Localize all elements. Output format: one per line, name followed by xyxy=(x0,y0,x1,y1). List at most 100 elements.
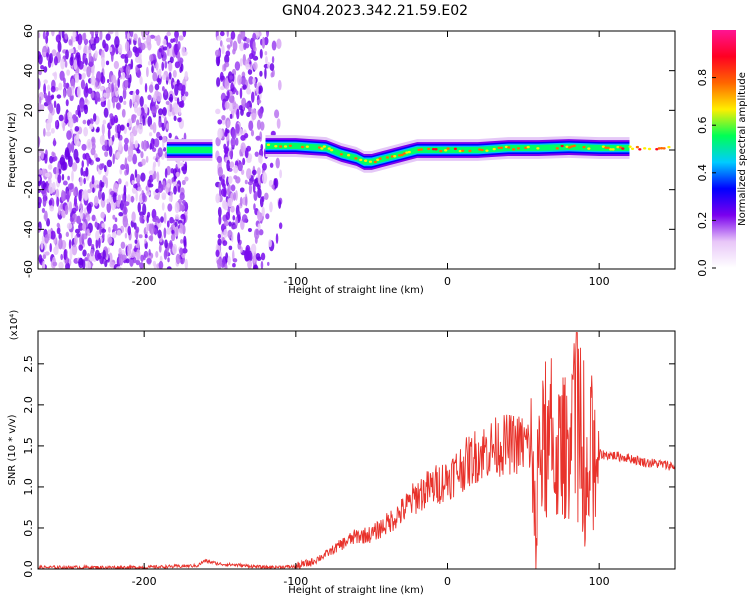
heatmap-noise-cell xyxy=(81,160,84,168)
heatmap-noise-cell xyxy=(107,128,111,140)
heatmap-noise-cell xyxy=(101,192,105,201)
heatmap-noise-cell xyxy=(38,254,43,264)
heatmap-noise-cell xyxy=(39,96,42,105)
colorbar-tick-label: 0.8 xyxy=(696,69,709,87)
heatmap-noise-cell xyxy=(156,91,162,102)
heatmap-noise-cell xyxy=(117,194,122,205)
colorbar-label: Normalized spectral amplitude xyxy=(737,72,748,226)
heatmap-noise-cell xyxy=(161,74,167,81)
heatmap-noise-cell xyxy=(73,189,77,197)
heatmap-noise-cell xyxy=(239,58,243,67)
heatmap-noise-cell xyxy=(270,72,274,78)
heatmap-noise-cell xyxy=(224,78,230,90)
heatmap-signal-peak xyxy=(359,158,363,162)
heatmap-noise-cell xyxy=(137,123,143,135)
heatmap-noise-cell xyxy=(172,92,176,99)
heatmap-noise-cell xyxy=(275,233,279,244)
heatmap-signal-peak xyxy=(397,154,402,157)
heatmap-noise-cell xyxy=(58,114,64,122)
heatmap-signal-peak xyxy=(480,148,484,152)
heatmap-noise-cell xyxy=(148,84,154,93)
heatmap-noise-cell xyxy=(268,239,272,248)
heatmap-noise-cell xyxy=(245,196,248,207)
heatmap-noise-cell xyxy=(42,31,46,40)
heatmap-noise-cell xyxy=(153,228,158,236)
heatmap-noise-cell xyxy=(127,243,132,256)
heatmap-noise-cell xyxy=(86,228,90,236)
heatmap-noise-cell xyxy=(224,131,228,137)
heatmap-noise-cell xyxy=(227,175,233,185)
heatmap-y-tick-label: 60 xyxy=(22,24,35,38)
heatmap-noise-cell xyxy=(130,31,134,38)
heatmap-noise-cell xyxy=(136,107,142,117)
heatmap-noise-cell xyxy=(174,214,180,220)
heatmap-noise-cell xyxy=(184,70,188,80)
heatmap-noise-cell xyxy=(93,113,97,122)
heatmap-noise-cell xyxy=(183,235,187,247)
heatmap-noise-cell xyxy=(256,119,261,130)
heatmap-noise-cell xyxy=(217,206,222,217)
heatmap-noise-cell xyxy=(130,196,135,203)
heatmap-noise-cell xyxy=(155,61,159,71)
heatmap-noise-cell xyxy=(223,143,227,150)
heatmap-noise-cell xyxy=(252,264,259,269)
heatmap-noise-cell xyxy=(112,96,116,109)
heatmap-noise-cell xyxy=(169,93,174,103)
heatmap-noise-cell xyxy=(256,167,261,176)
heatmap-noise-cell xyxy=(177,41,181,50)
heatmap-noise-cell xyxy=(226,159,231,172)
heatmap-noise-cell xyxy=(38,31,41,39)
heatmap-noise-cell xyxy=(227,229,233,239)
heatmap-noise-cell xyxy=(153,262,157,269)
heatmap-noise-cell xyxy=(68,239,72,250)
heatmap-noise-cell xyxy=(129,143,134,151)
heatmap-noise-cell xyxy=(145,31,149,35)
heatmap-noise-cell xyxy=(260,121,265,131)
heatmap-noise-cell xyxy=(118,69,121,79)
heatmap-noise-cell xyxy=(41,51,47,57)
heatmap-noise-cell xyxy=(96,184,100,189)
heatmap-noise-cell xyxy=(61,209,65,218)
heatmap-noise-cell xyxy=(270,130,276,137)
heatmap-signal-peak xyxy=(606,146,610,150)
heatmap-noise-cell xyxy=(70,140,75,153)
heatmap-noise-cell xyxy=(58,238,63,250)
heatmap-noise-cell xyxy=(239,196,243,207)
heatmap-noise-cell xyxy=(56,103,61,115)
heatmap-noise-cell xyxy=(123,202,127,214)
heatmap-noise-cell xyxy=(240,169,245,175)
heatmap-noise-cell xyxy=(73,59,78,71)
heatmap-noise-cell xyxy=(121,254,127,261)
heatmap-noise-cell xyxy=(135,173,141,184)
heatmap-signal-peak xyxy=(427,147,431,151)
heatmap-noise-cell xyxy=(179,162,184,167)
heatmap-signal-peak xyxy=(567,146,572,149)
heatmap-noise-cell xyxy=(49,243,52,253)
heatmap-noise-cell xyxy=(113,114,118,124)
heatmap-noise-cell xyxy=(237,161,243,172)
snr-y-tick-label: 2.5 xyxy=(22,355,35,373)
heatmap-noise-cell xyxy=(125,181,129,187)
heatmap-noise-cell xyxy=(178,198,183,204)
heatmap-noise-cell xyxy=(78,244,84,251)
heatmap-noise-cell xyxy=(225,50,231,57)
heatmap-noise-cell xyxy=(120,241,126,249)
heatmap-noise-cell xyxy=(66,69,71,76)
heatmap-noise-cell xyxy=(244,102,250,109)
heatmap-signal-peak xyxy=(609,148,613,151)
heatmap-noise-cell xyxy=(99,97,105,102)
heatmap-noise-cell xyxy=(240,108,244,116)
heatmap-noise-cell xyxy=(161,184,164,191)
heatmap-noise-cell xyxy=(134,239,138,244)
heatmap-noise-cell xyxy=(148,249,151,257)
heatmap-noise-cell xyxy=(227,184,231,193)
heatmap-signal-peak xyxy=(587,147,591,150)
heatmap-signal-peak xyxy=(446,147,450,150)
heatmap-noise-cell xyxy=(226,120,230,129)
heatmap-noise-cell xyxy=(229,75,233,80)
heatmap-noise-cell xyxy=(238,105,243,111)
heatmap-noise-cell xyxy=(174,226,179,237)
heatmap-noise-cell xyxy=(146,34,152,46)
heatmap-noise-cell xyxy=(97,189,102,200)
